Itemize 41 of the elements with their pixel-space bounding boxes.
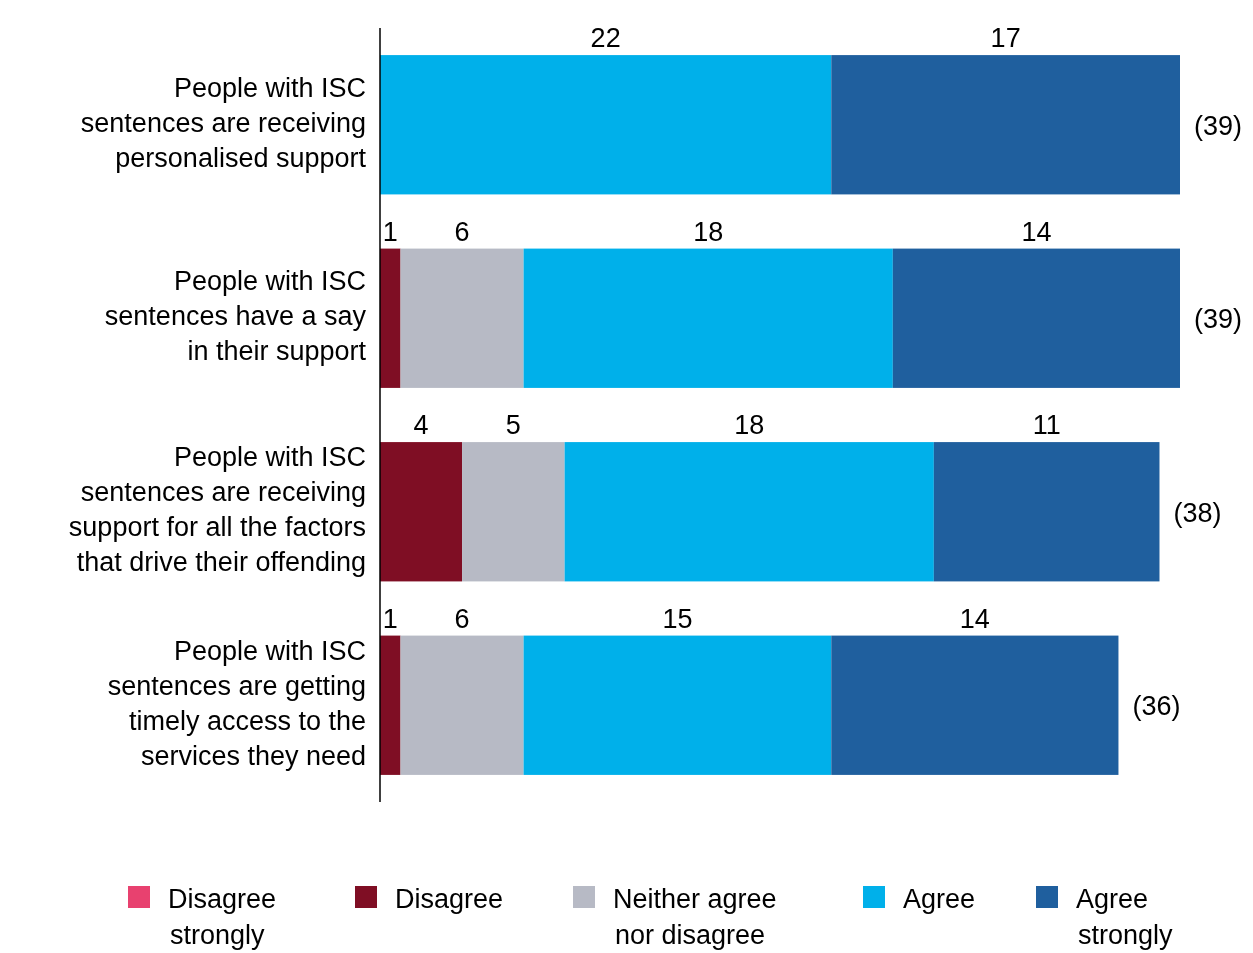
bar [831,635,1119,775]
bar [380,55,832,195]
bar [523,635,832,775]
bar [564,442,934,582]
legend-label: Disagree [395,884,504,914]
y-tick-label: People with ISC sentences have a say in their support [104,266,367,367]
bar [462,442,565,582]
total-label: (38) [1173,497,1222,528]
y-tick-label: People with ISC sentences are receiving support for all the factors that drive their offending [68,442,366,578]
data-label: 6 [454,216,470,247]
total-label: (39) [1194,304,1243,335]
legend-label: Disagree strongly [168,884,277,950]
data-label: 6 [454,603,470,634]
bar [892,248,1180,388]
bar [380,248,401,388]
data-label: 22 [590,23,621,54]
legend-label: Agree strongly [1076,884,1174,950]
data-label: 15 [662,603,693,634]
bar [933,442,1160,582]
bar [380,442,463,582]
bar [400,635,524,775]
data-label: 11 [1032,410,1061,441]
data-label: 14 [1021,216,1052,247]
data-label: 18 [693,216,724,247]
y-tick-label: People with ISC sentences are getting timely access to the services they need [107,635,366,771]
data-label: 5 [505,410,521,441]
legend-label: Agree [903,884,976,914]
data-label: 1 [382,603,398,634]
total-label: (39) [1194,110,1243,141]
bar [523,248,893,388]
bar [380,635,401,775]
data-label: 18 [734,410,765,441]
data-label: 17 [990,23,1021,54]
legend-label: Neither agree nor disagree [613,884,777,950]
y-tick-label: People with ISC sentences are receiving personalised support [80,72,367,173]
total-label: (36) [1132,691,1181,722]
data-label: 1 [382,216,398,247]
data-label: 14 [959,603,990,634]
bar [400,248,524,388]
data-label: 4 [413,410,429,441]
bar [831,55,1180,195]
